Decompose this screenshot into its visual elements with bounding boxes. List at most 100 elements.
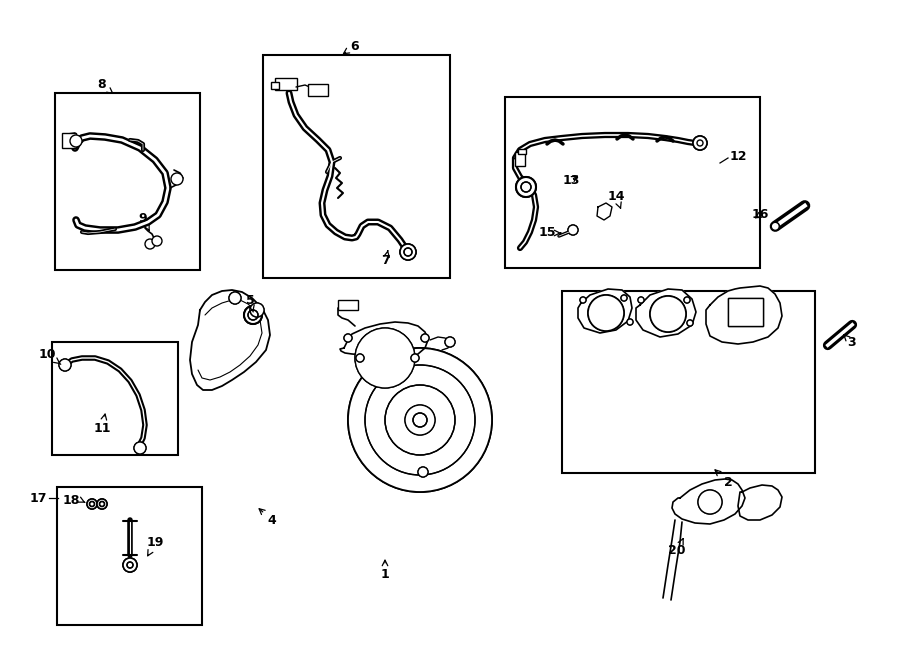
Circle shape — [348, 348, 492, 492]
Circle shape — [355, 328, 415, 388]
Text: 4: 4 — [259, 509, 276, 527]
Text: 5: 5 — [246, 293, 255, 312]
Circle shape — [250, 303, 264, 317]
Circle shape — [356, 354, 364, 362]
Circle shape — [244, 306, 262, 324]
Text: 20: 20 — [668, 539, 686, 557]
Circle shape — [568, 225, 578, 235]
Polygon shape — [738, 485, 782, 520]
Bar — [728, 298, 763, 326]
Circle shape — [97, 499, 107, 509]
Text: 3: 3 — [843, 334, 855, 348]
Circle shape — [627, 319, 633, 325]
Circle shape — [123, 558, 137, 572]
Text: 6: 6 — [344, 40, 359, 54]
Text: 14: 14 — [608, 190, 625, 208]
Circle shape — [516, 177, 536, 197]
Text: 12: 12 — [730, 151, 748, 163]
Text: 7: 7 — [382, 251, 391, 266]
Polygon shape — [597, 203, 612, 220]
Circle shape — [404, 248, 412, 256]
Text: 13: 13 — [562, 173, 580, 186]
Circle shape — [421, 334, 429, 342]
Circle shape — [568, 225, 578, 235]
Circle shape — [152, 236, 162, 246]
Circle shape — [134, 442, 146, 454]
Text: 9: 9 — [139, 212, 149, 231]
Text: 8: 8 — [98, 79, 112, 93]
Polygon shape — [672, 479, 745, 524]
Text: 18: 18 — [63, 494, 80, 506]
Bar — [57, 487, 202, 625]
Bar — [55, 93, 200, 270]
Circle shape — [70, 135, 82, 147]
Text: 19: 19 — [147, 537, 164, 556]
Text: 10: 10 — [38, 348, 60, 364]
Circle shape — [244, 306, 262, 324]
Circle shape — [229, 292, 241, 304]
Text: 15: 15 — [538, 227, 556, 239]
Bar — [263, 55, 450, 278]
Bar — [515, 152, 525, 166]
Text: 16: 16 — [752, 208, 769, 221]
Circle shape — [59, 359, 71, 371]
Bar — [505, 97, 760, 268]
Circle shape — [693, 136, 707, 150]
Bar — [62, 133, 76, 148]
Circle shape — [684, 297, 690, 303]
Circle shape — [59, 359, 71, 371]
Circle shape — [771, 222, 779, 230]
Circle shape — [405, 405, 435, 435]
Circle shape — [87, 499, 97, 509]
Circle shape — [418, 467, 428, 477]
Circle shape — [400, 244, 416, 260]
Circle shape — [400, 244, 416, 260]
Circle shape — [145, 239, 155, 249]
Circle shape — [356, 354, 364, 362]
Circle shape — [171, 173, 183, 185]
Circle shape — [405, 405, 435, 435]
Circle shape — [344, 334, 352, 342]
Circle shape — [687, 320, 693, 326]
Text: 17: 17 — [30, 492, 47, 504]
Circle shape — [418, 467, 428, 477]
Bar — [518, 149, 526, 154]
Text: 1: 1 — [381, 560, 390, 582]
Circle shape — [229, 292, 241, 304]
Circle shape — [638, 297, 644, 303]
Circle shape — [445, 337, 455, 347]
Text: 11: 11 — [94, 414, 111, 434]
Circle shape — [411, 354, 419, 362]
Circle shape — [355, 328, 415, 388]
Bar — [52, 342, 178, 455]
Bar — [728, 298, 763, 326]
Circle shape — [344, 334, 352, 342]
Circle shape — [650, 296, 686, 332]
Circle shape — [621, 295, 627, 301]
Circle shape — [588, 295, 624, 331]
Circle shape — [123, 558, 137, 572]
Circle shape — [771, 222, 779, 230]
Circle shape — [580, 297, 586, 303]
Polygon shape — [340, 322, 428, 359]
Polygon shape — [636, 289, 696, 337]
Polygon shape — [706, 286, 782, 344]
Circle shape — [698, 490, 722, 514]
Circle shape — [97, 499, 107, 509]
Circle shape — [421, 334, 429, 342]
Circle shape — [87, 499, 97, 509]
Circle shape — [134, 442, 146, 454]
Circle shape — [693, 136, 707, 150]
Circle shape — [250, 303, 264, 317]
Text: 2: 2 — [715, 470, 733, 488]
Circle shape — [445, 337, 455, 347]
Bar — [275, 78, 297, 90]
Circle shape — [411, 354, 419, 362]
Circle shape — [348, 348, 492, 492]
Bar — [271, 82, 279, 89]
Polygon shape — [190, 290, 270, 390]
Bar — [308, 84, 328, 96]
Bar — [562, 291, 815, 473]
Bar — [338, 300, 358, 310]
Polygon shape — [578, 289, 632, 333]
